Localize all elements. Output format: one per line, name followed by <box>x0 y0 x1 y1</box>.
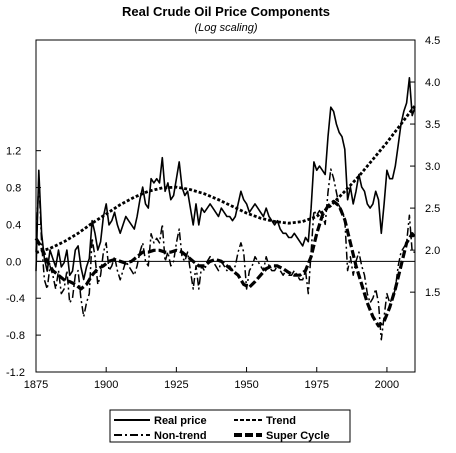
right-tick-label: 1.5 <box>425 287 440 299</box>
left-axis: -1.2 -0.8 -0.4 0.0 0.4 0.8 1.2 <box>6 146 41 379</box>
x-tick-label: 1950 <box>234 379 258 391</box>
right-tick-label: 2.5 <box>425 203 440 215</box>
series-line-non-trend <box>35 168 415 341</box>
chart-title: Real Crude Oil Price Components <box>122 4 330 19</box>
left-tick-label: -0.8 <box>6 330 25 342</box>
x-tick-label: 1900 <box>94 379 118 391</box>
series-line-trend <box>35 104 417 254</box>
x-tick-label: 1925 <box>164 379 188 391</box>
x-tick-label: 1975 <box>304 379 328 391</box>
x-tick-label: 1875 <box>24 379 48 391</box>
left-tick-label: -1.2 <box>6 367 25 379</box>
legend-label-super-cycle: Super Cycle <box>266 430 330 442</box>
x-tick-label: 2000 <box>375 379 399 391</box>
chart-subtitle: (Log scaling) <box>195 22 258 34</box>
legend-label-trend: Trend <box>266 415 296 427</box>
series-group <box>34 77 417 341</box>
left-tick-label: 0.8 <box>6 183 21 195</box>
legend-label-real-price: Real price <box>154 415 207 427</box>
right-tick-label: 3.0 <box>425 161 440 173</box>
right-tick-label: 2.0 <box>425 245 440 257</box>
left-tick-label: 0.0 <box>6 256 21 268</box>
legend-label-non-trend: Non-trend <box>154 430 207 442</box>
plot-frame <box>35 39 416 373</box>
series-line-real-price <box>35 77 416 281</box>
left-tick-label: 1.2 <box>6 146 21 158</box>
right-tick-label: 4.0 <box>425 77 440 89</box>
x-axis: 1875 1900 1925 1950 1975 2000 <box>24 367 399 391</box>
right-tick-label: 3.5 <box>425 119 440 131</box>
right-tick-label: 4.5 <box>425 35 440 47</box>
left-tick-label: -0.4 <box>6 293 25 305</box>
left-tick-label: 0.4 <box>6 219 21 231</box>
legend-box <box>109 409 351 443</box>
series-line-super-cycle <box>34 199 417 328</box>
legend: Real price Trend Non-trend Super Cycle <box>109 409 351 443</box>
